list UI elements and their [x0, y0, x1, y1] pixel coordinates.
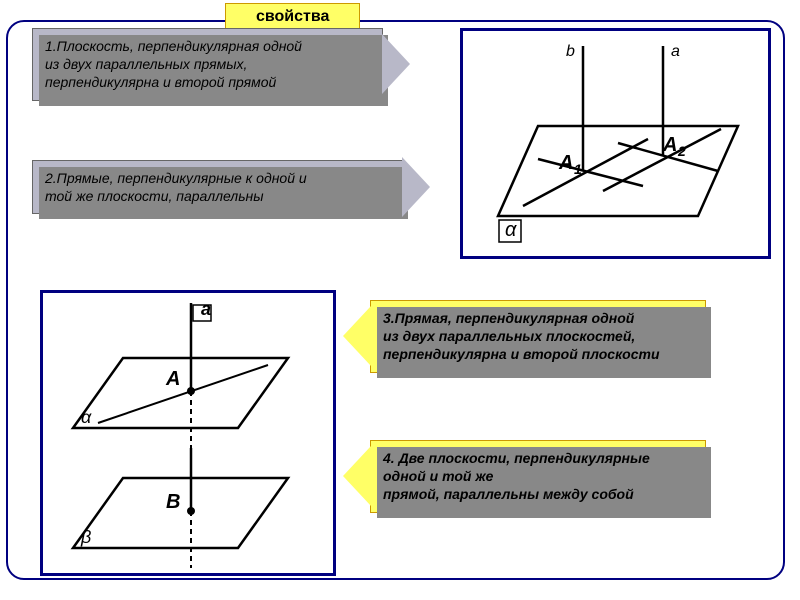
- label-A2-sub: 2: [677, 143, 686, 159]
- property-2: 2.Прямые, перпендикулярные к одной и той…: [32, 160, 403, 214]
- diagram-2: a A B α β: [40, 290, 336, 576]
- label-a: a: [671, 43, 680, 60]
- property-1: 1.Плоскость, перпендикулярная одной из д…: [32, 28, 383, 101]
- label-A1: A: [558, 152, 573, 174]
- arrow-left-icon: [343, 446, 371, 506]
- label-b: b: [566, 43, 575, 60]
- title-text: свойства: [256, 8, 329, 25]
- diagram-2-svg: a A B α β: [43, 293, 333, 573]
- property-3-text: 3.Прямая, перпендикулярная одной из двух…: [383, 310, 660, 362]
- label-A1-sub: 1: [574, 161, 582, 177]
- property-2-text: 2.Прямые, перпендикулярные к одной и той…: [45, 170, 307, 204]
- label-A: A: [165, 368, 180, 390]
- arrow-left-icon: [343, 306, 371, 366]
- arrow-right-icon: [382, 34, 410, 94]
- label-a2: a: [201, 299, 211, 319]
- label-B: B: [166, 491, 180, 513]
- label-alpha2: α: [81, 407, 92, 427]
- property-4: 4. Две плоскости, перпендикулярные одной…: [370, 440, 706, 513]
- label-beta: β: [80, 527, 91, 547]
- label-alpha: α: [505, 219, 517, 241]
- property-3: 3.Прямая, перпендикулярная одной из двух…: [370, 300, 706, 373]
- diagram-1-svg: b a A 1 A 2 α: [463, 31, 768, 256]
- property-4-text: 4. Две плоскости, перпендикулярные одной…: [383, 450, 650, 502]
- title-box: свойства: [225, 3, 360, 31]
- diagram-1: b a A 1 A 2 α: [460, 28, 771, 259]
- label-A2: A: [662, 134, 677, 156]
- property-1-text: 1.Плоскость, перпендикулярная одной из д…: [45, 38, 302, 90]
- arrow-right-icon: [402, 157, 430, 217]
